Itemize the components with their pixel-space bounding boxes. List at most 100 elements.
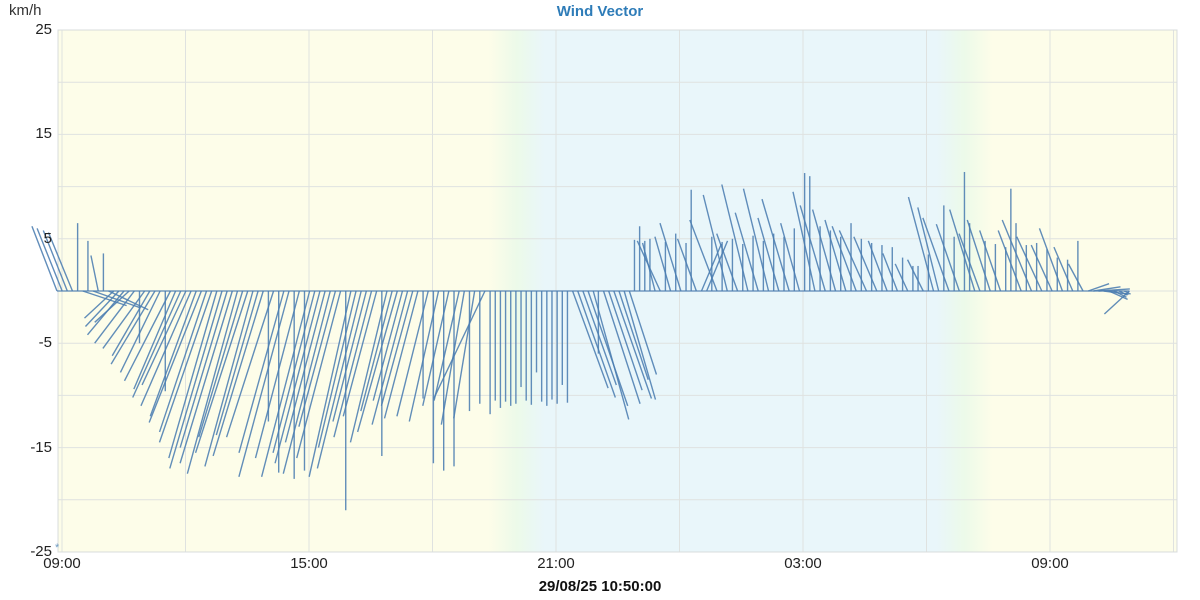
x-tick-label: 15:00 — [290, 555, 328, 572]
wind-vector-line — [867, 240, 888, 292]
wind-vector-line — [997, 230, 1022, 292]
wind-vector-line — [169, 290, 223, 469]
wind-vector-line — [141, 290, 187, 386]
wind-vector-line — [132, 290, 182, 398]
wind-vector-line — [1038, 228, 1064, 292]
wind-vector-line — [608, 290, 643, 391]
wind-vector-line — [654, 236, 672, 292]
wind-vector-line — [149, 290, 197, 417]
wind-vector-line — [689, 219, 718, 292]
wind-vector-line — [47, 232, 74, 292]
wind-vector-line — [282, 290, 331, 474]
wind-vector-line — [284, 290, 326, 443]
wind-vector-line — [84, 290, 115, 319]
wind-vector-line — [274, 290, 321, 464]
wind-vector-line — [42, 230, 68, 292]
wind-vector-line — [917, 207, 940, 292]
wind-vector-line — [84, 290, 120, 327]
x-tick-label: 09:00 — [43, 555, 81, 572]
wind-vector-line — [636, 240, 661, 292]
wind-vector-line — [82, 290, 127, 307]
wind-vector-line — [949, 209, 976, 292]
wind-vector-line — [408, 290, 440, 422]
wind-vector-line — [332, 290, 368, 422]
wind-vector-line — [935, 223, 960, 292]
wind-vector-line — [333, 290, 373, 438]
wind-vector-line — [372, 290, 404, 401]
wind-vector-line — [966, 219, 991, 292]
wind-vector-line — [702, 194, 728, 292]
wind-vector-line — [623, 290, 657, 400]
wind-vector-line — [123, 290, 172, 382]
wind-vector-line — [111, 290, 151, 357]
wind-vector-line — [158, 290, 213, 443]
wind-vector-line — [628, 290, 658, 375]
wind-vector-line — [225, 290, 275, 438]
current-datetime-label: 29/08/25 10:50:00 — [538, 578, 662, 595]
y-tick-label: 25 — [35, 21, 52, 38]
wind-vector-line — [102, 290, 146, 349]
wind-vector-line — [316, 290, 362, 469]
wind-vector-line — [371, 290, 409, 425]
wind-vector-line — [1030, 244, 1053, 292]
wind-vector-line — [582, 290, 617, 386]
wind-vector-line — [186, 290, 239, 474]
wind-vector-line — [1093, 286, 1121, 292]
wind-vector-line — [602, 290, 641, 404]
wind-vector-line — [831, 226, 857, 292]
wind-vector-line — [94, 290, 130, 323]
wind-vector-line — [194, 290, 249, 454]
y-tick-label: -15 — [30, 438, 52, 456]
wind-vector-line — [433, 290, 460, 401]
wind-vector-line — [179, 290, 233, 464]
wind-vector-line — [308, 290, 352, 477]
wind-vector-line — [179, 290, 228, 448]
wind-vector-line — [396, 290, 429, 417]
wind-vector-line — [587, 290, 629, 407]
wind-vector-line — [1016, 236, 1043, 292]
wind-vector-line — [1103, 290, 1130, 315]
wind-vector-line — [298, 290, 337, 427]
wind-vector-line — [133, 290, 177, 390]
wind-vector-line — [383, 290, 419, 419]
wind-vector-line — [734, 212, 759, 292]
wind-vector-line — [706, 240, 729, 292]
wind-vector-line — [799, 205, 826, 292]
wind-vector-line — [94, 290, 135, 344]
wind-vector-line — [119, 290, 161, 373]
y-tick-label: -25 — [30, 543, 52, 560]
wind-vector-line — [453, 290, 476, 419]
wind-vector-line — [260, 290, 311, 478]
wind-vector-line — [613, 290, 653, 399]
wind-vector-line — [618, 290, 649, 380]
wind-vector-line — [1108, 290, 1128, 300]
wind-vector-line — [958, 233, 981, 292]
wind-vector-line — [757, 217, 780, 292]
wind-vector-line — [571, 290, 609, 389]
wind-vector-line — [1053, 246, 1074, 292]
wind-vector-line — [317, 290, 357, 448]
wind-vector-line — [659, 222, 682, 292]
wind-vector-line — [592, 290, 630, 420]
wind-vector-line — [1087, 283, 1110, 292]
wind-vector-line — [380, 290, 414, 407]
wind-vector-line — [254, 290, 301, 459]
wind-vector-line — [824, 219, 847, 292]
wind-vector-line — [811, 209, 837, 292]
wind-vector-line — [238, 290, 290, 478]
wind-vector-line — [148, 290, 203, 423]
wind-vector-line — [742, 188, 770, 292]
x-tick-label: 03:00 — [784, 555, 822, 572]
wind-vector-line — [676, 238, 698, 292]
wind-vector-line — [1067, 263, 1084, 292]
wind-vector-line — [922, 217, 950, 292]
wind-vector-line — [979, 230, 1002, 292]
y-axis-unit-label: km/h — [9, 2, 42, 19]
y-tick-label: 15 — [35, 125, 52, 143]
wind-vector-line — [779, 222, 801, 292]
wind-vector-line — [716, 233, 739, 292]
wind-vector-line — [356, 290, 398, 433]
wind-vector-line — [906, 259, 924, 292]
wind-vector-line — [349, 290, 388, 443]
wind-vector-line — [882, 253, 899, 292]
